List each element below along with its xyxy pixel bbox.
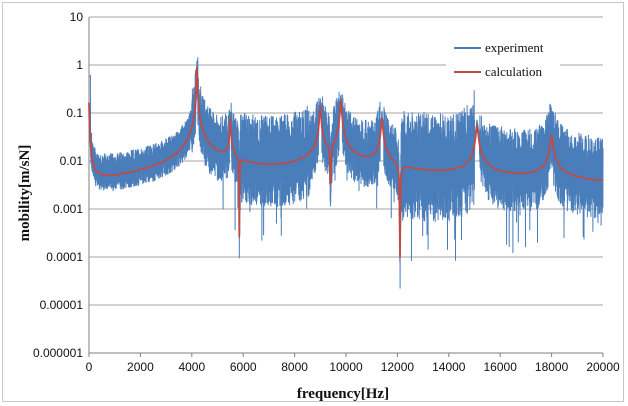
series-group (88, 57, 604, 289)
series-line-experiment (88, 57, 604, 289)
x-tick-label: 6000 (230, 360, 257, 374)
y-tick-label: 0.01 (60, 154, 84, 168)
x-tick-label: 8000 (281, 360, 308, 374)
y-tick-label: 0.00001 (40, 298, 84, 312)
series-line-calculation (88, 66, 604, 259)
x-tick-label: 14000 (432, 360, 466, 374)
x-tick-label: 12000 (381, 360, 415, 374)
x-axis-title: frequency[Hz] (297, 386, 389, 402)
legend: experiment calculation (446, 31, 560, 85)
x-tick-label: 10000 (329, 360, 363, 374)
y-tick-label: 0.0001 (46, 250, 83, 264)
y-axis-title: mobility[m/sN] (17, 145, 33, 242)
legend-label-experiment: experiment (485, 40, 544, 55)
y-tick-label: 0.001 (53, 202, 83, 216)
x-tick-label: 20000 (586, 360, 620, 374)
legend-box (446, 31, 560, 85)
x-tick-label: 0 (86, 360, 93, 374)
chart-frame: 10 1 0.1 0.01 0.001 0.0001 0.00001 0.000001 0 200… (2, 2, 624, 402)
y-tick-label: 1 (76, 58, 83, 72)
x-tick-label: 2000 (127, 360, 154, 374)
legend-label-calculation: calculation (485, 64, 543, 79)
axes (88, 17, 604, 357)
y-tick-label: 0.1 (66, 106, 83, 120)
x-tick-label: 16000 (484, 360, 518, 374)
x-tick-label: 4000 (178, 360, 205, 374)
y-tick-label: 0.000001 (33, 346, 83, 360)
x-tick-label: 18000 (535, 360, 569, 374)
y-tick-label: 10 (70, 10, 84, 24)
